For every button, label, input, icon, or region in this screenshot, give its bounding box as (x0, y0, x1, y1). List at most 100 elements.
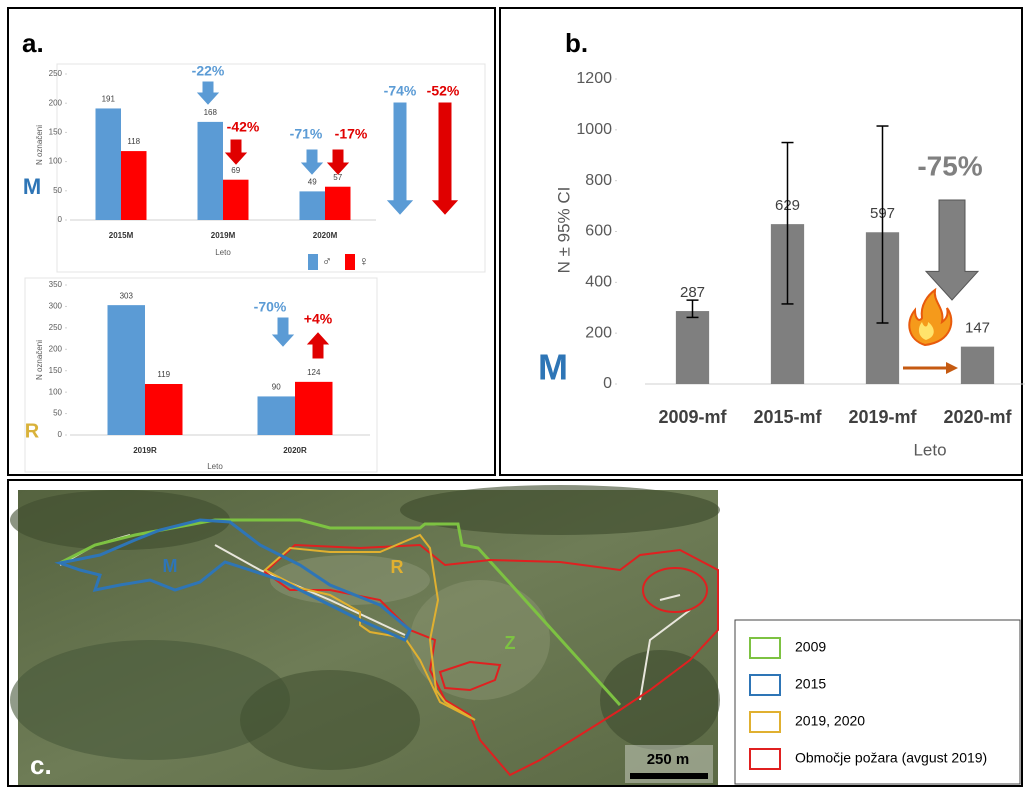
annotation: -71% (290, 126, 323, 142)
arrow (328, 150, 348, 174)
x-tick-label: 2015-mf (753, 407, 822, 427)
x-tick-label: 2020-mf (943, 407, 1012, 427)
y-tick-label: 150 (49, 128, 63, 137)
arrow (198, 82, 218, 104)
legend-label: 2009 (795, 639, 826, 655)
legend-label: Območje požara (avgust 2019) (795, 750, 987, 766)
x-axis-label: Leto (913, 440, 946, 459)
x-axis-label: Leto (207, 462, 223, 471)
arrow (302, 150, 322, 174)
y-axis-label: N ± 95% CI (554, 187, 573, 274)
y-axis-label: N označeni (35, 125, 44, 165)
arrow (308, 333, 328, 358)
legend-label: 2019, 2020 (795, 713, 865, 729)
bar (96, 108, 122, 220)
area-label: Z (505, 633, 516, 653)
value-label: 303 (120, 291, 134, 300)
bar (300, 191, 326, 220)
x-tick-label: 2019M (211, 231, 236, 240)
y-tick-label: 0 (603, 375, 612, 392)
area-label: R (391, 557, 404, 577)
y-tick-label: 350 (49, 280, 63, 289)
y-tick-label: 0 (58, 430, 63, 439)
y-tick-label: 250 (49, 69, 63, 78)
annotation: -17% (335, 126, 368, 142)
y-tick-label: 50 (53, 409, 62, 418)
value-label: 49 (308, 177, 317, 186)
value-label: 147 (965, 320, 990, 337)
y-tick-label: 100 (49, 387, 63, 396)
annotation: +4% (304, 311, 333, 327)
bar (295, 382, 333, 435)
x-tick-label: 2019R (133, 446, 157, 455)
x-axis-label: Leto (215, 248, 231, 257)
site-label: M (538, 347, 568, 388)
forest (600, 650, 720, 750)
figure: M R Z c. 250 m a.M050100150200250N označ… (0, 0, 1030, 791)
annotation: -74% (384, 83, 417, 99)
y-tick-label: 200 (49, 344, 63, 353)
value-label: 69 (231, 166, 240, 175)
value-label: 118 (127, 137, 140, 146)
y-tick-label: 600 (585, 223, 612, 240)
value-label: 124 (307, 368, 321, 377)
value-label: 287 (680, 284, 705, 301)
y-tick-label: 150 (49, 366, 63, 375)
y-tick-label: 0 (58, 215, 63, 224)
arrow (433, 103, 457, 214)
bar (108, 305, 146, 435)
scale-bar (630, 773, 708, 779)
y-tick-label: 1200 (576, 70, 612, 87)
legend-label: ♀ (359, 253, 369, 268)
annotation: -70% (254, 299, 287, 315)
y-tick-label: 250 (49, 323, 63, 332)
site-label: R (25, 420, 40, 442)
bar (121, 151, 147, 220)
arrow (388, 103, 412, 214)
bar (145, 384, 183, 435)
annotation: -22% (192, 63, 225, 79)
map: M R Z c. 250 m (10, 485, 720, 785)
value-label: 119 (157, 370, 170, 379)
bar (961, 347, 994, 384)
y-tick-label: 200 (585, 324, 612, 341)
x-tick-label: 2020M (313, 231, 338, 240)
y-tick-label: 300 (49, 302, 63, 311)
x-tick-label: 2019-mf (848, 407, 917, 427)
x-tick-label: 2009-mf (658, 407, 727, 427)
forest (400, 485, 720, 535)
panel-label: b. (565, 28, 588, 58)
annotation: -75% (917, 150, 982, 181)
site-label: M (23, 174, 41, 199)
arrow (926, 200, 978, 300)
value-label: 168 (204, 108, 218, 117)
fire-arrow-head (946, 362, 958, 374)
y-tick-label: 200 (49, 98, 63, 107)
bar (258, 396, 296, 435)
x-tick-label: 2015M (109, 231, 134, 240)
value-label: 90 (272, 383, 281, 392)
arrow (226, 140, 246, 164)
bar (676, 311, 709, 384)
value-label: 191 (102, 95, 116, 104)
x-tick-label: 2020R (283, 446, 307, 455)
bar (223, 180, 249, 220)
y-tick-label: 400 (585, 274, 612, 291)
legend-swatch (345, 254, 355, 270)
scale-label: 250 m (647, 751, 690, 768)
annotation: -52% (427, 83, 460, 99)
y-tick-label: 800 (585, 172, 612, 189)
y-tick-label: 1000 (576, 121, 612, 138)
y-axis-label: N označeni (35, 340, 44, 380)
chart-frame (25, 278, 377, 472)
legend-label: ♂ (322, 253, 332, 268)
annotation: -42% (227, 119, 260, 135)
legend-label: 2015 (795, 676, 826, 692)
bar (198, 122, 224, 220)
y-tick-label: 100 (49, 157, 63, 166)
forest (240, 670, 420, 770)
bar (325, 187, 351, 220)
legend-swatch (308, 254, 318, 270)
panel-a-frame (8, 8, 495, 475)
y-tick-label: 50 (53, 186, 62, 195)
